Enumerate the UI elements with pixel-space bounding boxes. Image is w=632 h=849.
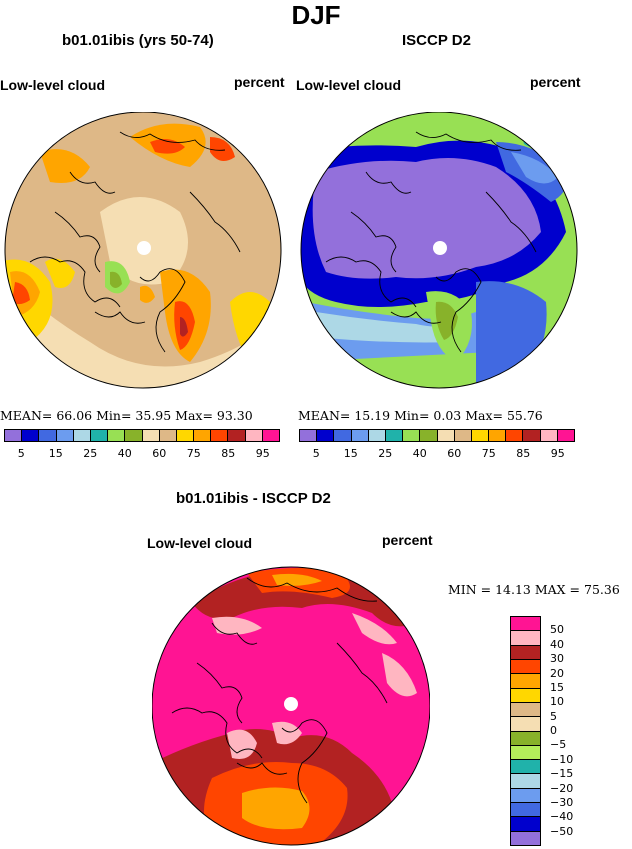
right-panel-title: ISCCP D2 [402, 32, 471, 49]
right-colorbar-swatch [403, 430, 421, 441]
diff-colorbar-tick-label: −50 [550, 824, 574, 838]
diff-colorbar-tick-label: −10 [550, 752, 574, 766]
left-colorbar-tick-label: 85 [221, 447, 236, 460]
right-colorbar-swatch [471, 430, 490, 441]
left-colorbar-swatch [211, 430, 229, 441]
left-colorbar-swatch [39, 430, 57, 441]
diff-colorbar-tick-label: −40 [550, 810, 574, 824]
left-colorbar-swatch [142, 430, 160, 441]
left-colorbar-swatch [22, 430, 40, 441]
right-polar-map [300, 112, 578, 389]
diff-panel-title: b01.01ibis - ISCCP D2 [176, 490, 331, 507]
diff-colorbar-tick-label: 15 [550, 680, 564, 694]
right-colorbar [299, 429, 575, 442]
left-colorbar-tick-label: 40 [117, 447, 132, 460]
diff-colorbar-swatch [511, 731, 540, 746]
left-colorbar-tick-label: 60 [152, 447, 167, 460]
diff-colorbar-swatch [511, 631, 540, 646]
diff-colorbar-tick-label: 10 [550, 695, 564, 709]
left-colorbar-tick-label: 95 [255, 447, 270, 460]
right-colorbar-tick-label: 25 [378, 447, 393, 460]
left-polar-map [4, 112, 282, 389]
diff-colorbar-swatch [511, 688, 540, 703]
diff-colorbar-swatch [511, 788, 540, 804]
diff-colorbar-tick-label: −20 [550, 781, 574, 795]
diff-colorbar-tick-label: 40 [550, 637, 564, 651]
right-colorbar-swatch [437, 430, 455, 441]
diff-colorbar-tick-label: 0 [550, 724, 557, 737]
right-colorbar-swatch [317, 430, 335, 441]
left-panel-units: percent [234, 74, 285, 90]
diff-polar-map [152, 566, 430, 846]
diff-colorbar-tick-label: 30 [550, 652, 564, 666]
left-colorbar-tick-label: 25 [83, 447, 98, 460]
diff-colorbar-swatch [511, 674, 540, 689]
left-colorbar-swatch [90, 430, 109, 441]
right-colorbar-tick-label: 85 [516, 447, 531, 460]
left-colorbar-swatch [125, 430, 143, 441]
diff-colorbar-swatch [511, 774, 540, 789]
left-colorbar-swatch [108, 430, 126, 441]
diff-colorbar [510, 616, 541, 846]
right-panel-units: percent [530, 74, 581, 90]
right-colorbar-swatch [489, 430, 507, 441]
right-colorbar-swatch [557, 430, 574, 441]
diff-colorbar-swatch [511, 702, 540, 718]
right-colorbar-swatch [368, 430, 386, 441]
left-colorbar-swatch [262, 430, 279, 441]
diff-colorbar-swatch [511, 717, 540, 732]
diff-colorbar-swatch [511, 803, 540, 818]
right-colorbar-tick-label: 5 [312, 447, 320, 460]
left-panel-label: Low-level cloud [0, 77, 106, 93]
diff-colorbar-swatch [511, 617, 540, 632]
right-colorbar-swatch [420, 430, 438, 441]
left-colorbar-swatch [228, 430, 246, 441]
diff-colorbar-swatch [511, 659, 540, 675]
right-colorbar-tick-label: 15 [343, 447, 358, 460]
right-colorbar-swatch [454, 430, 472, 441]
left-colorbar-tick-label: 75 [186, 447, 201, 460]
right-colorbar-swatch [385, 430, 404, 441]
right-panel-stats: MEAN= 15.19 Min= 0.03 Max= 55.76 [298, 408, 543, 423]
diff-panel-label: Low-level cloud [147, 535, 253, 551]
left-panel-title: b01.01ibis (yrs 50-74) [62, 32, 214, 49]
diff-panel-stats: MIN = 14.13 MAX = 75.36 [448, 582, 620, 597]
left-colorbar-tick-label: 15 [48, 447, 63, 460]
right-colorbar-swatch [334, 430, 352, 441]
left-colorbar-swatch [176, 430, 195, 441]
diff-colorbar-swatch [511, 645, 540, 660]
diff-colorbar-swatch [511, 817, 540, 832]
left-colorbar-swatch [5, 430, 23, 441]
diff-colorbar-tick-label: 5 [550, 709, 557, 723]
diff-colorbar-tick-label: −5 [550, 738, 567, 752]
right-colorbar-tick-label: 40 [412, 447, 427, 460]
right-colorbar-swatch [506, 430, 524, 441]
left-colorbar-swatch [73, 430, 91, 441]
left-colorbar-swatch [159, 430, 177, 441]
right-colorbar-tick-label: 95 [550, 447, 565, 460]
diff-colorbar-tick-label: 50 [550, 623, 564, 637]
right-colorbar-swatch [523, 430, 541, 441]
diff-colorbar-swatch [511, 831, 540, 845]
diff-colorbar-swatch [511, 745, 540, 761]
left-colorbar-swatch [194, 430, 212, 441]
left-panel-stats: MEAN= 66.06 Min= 35.95 Max= 93.30 [0, 408, 253, 423]
right-panel-label: Low-level cloud [296, 77, 402, 93]
diff-colorbar-swatch [511, 760, 540, 775]
right-colorbar-tick-label: 60 [447, 447, 462, 460]
diff-colorbar-tick-label: −30 [550, 795, 574, 809]
right-colorbar-tick-label: 75 [481, 447, 496, 460]
left-colorbar [4, 429, 280, 442]
diff-panel-units: percent [382, 532, 433, 548]
right-colorbar-swatch [300, 430, 318, 441]
figure-title: DJF [291, 0, 341, 30]
left-colorbar-swatch [56, 430, 74, 441]
right-colorbar-swatch [351, 430, 369, 441]
diff-colorbar-tick-label: −15 [550, 767, 574, 781]
right-colorbar-swatch [540, 430, 558, 441]
left-colorbar-tick-label: 5 [17, 447, 25, 460]
left-colorbar-swatch [245, 430, 263, 441]
diff-colorbar-tick-label: 20 [550, 666, 564, 680]
